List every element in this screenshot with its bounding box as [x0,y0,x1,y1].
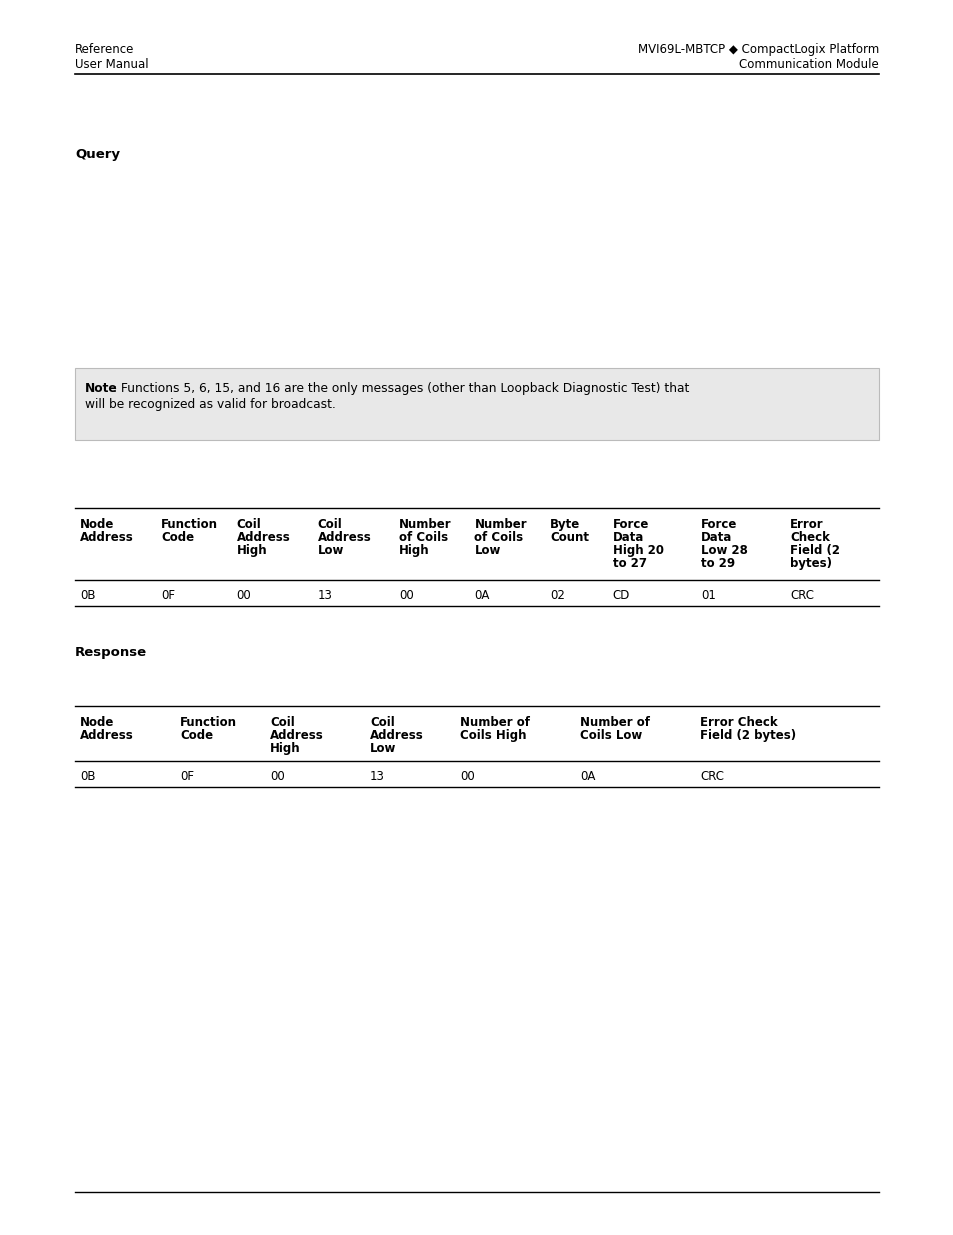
Text: to 29: to 29 [700,557,735,571]
Text: Address: Address [270,729,323,742]
Text: Data: Data [700,531,732,543]
Text: 00: 00 [459,769,475,783]
Text: Coil: Coil [317,517,342,531]
Text: Low: Low [474,543,500,557]
Text: 0F: 0F [180,769,193,783]
Text: Number: Number [474,517,526,531]
Text: CD: CD [612,589,630,601]
Text: High 20: High 20 [612,543,663,557]
Text: Address: Address [80,729,133,742]
Text: Field (2: Field (2 [789,543,839,557]
Text: Coil: Coil [270,716,294,729]
Text: 00: 00 [236,589,252,601]
Text: Node: Node [80,716,114,729]
Text: Response: Response [75,646,147,659]
Text: MVI69L-MBTCP ◆ CompactLogix Platform: MVI69L-MBTCP ◆ CompactLogix Platform [638,43,878,56]
FancyBboxPatch shape [75,368,878,440]
Text: High: High [270,742,300,755]
Text: will be recognized as valid for broadcast.: will be recognized as valid for broadcas… [85,398,335,411]
Text: Data: Data [612,531,643,543]
Text: Force: Force [700,517,737,531]
Text: Check: Check [789,531,829,543]
Text: 0F: 0F [161,589,174,601]
Text: Force: Force [612,517,648,531]
Text: 00: 00 [398,589,413,601]
Text: Byte: Byte [550,517,579,531]
Text: 0B: 0B [80,589,95,601]
Text: Number of: Number of [459,716,530,729]
Text: 0B: 0B [80,769,95,783]
Text: 0A: 0A [474,589,489,601]
Text: CRC: CRC [700,769,723,783]
Text: High: High [236,543,267,557]
Text: Error: Error [789,517,822,531]
Text: : Functions 5, 6, 15, and 16 are the only messages (other than Loopback Diagnost: : Functions 5, 6, 15, and 16 are the onl… [112,382,689,395]
Text: 0A: 0A [579,769,595,783]
Text: Low 28: Low 28 [700,543,747,557]
Text: Coils Low: Coils Low [579,729,641,742]
Text: Address: Address [370,729,423,742]
Text: 13: 13 [317,589,333,601]
Text: 13: 13 [370,769,384,783]
Text: 02: 02 [550,589,564,601]
Text: Coils High: Coils High [459,729,526,742]
Text: Communication Module: Communication Module [739,58,878,70]
Text: Note: Note [85,382,117,395]
Text: Error Check: Error Check [700,716,777,729]
Text: Address: Address [317,531,371,543]
Text: Coil: Coil [236,517,261,531]
Text: Number of: Number of [579,716,649,729]
Text: of Coils: of Coils [398,531,448,543]
Text: Number: Number [398,517,451,531]
Text: Low: Low [370,742,395,755]
Text: to 27: to 27 [612,557,646,571]
Text: High: High [398,543,429,557]
Text: bytes): bytes) [789,557,831,571]
Text: 01: 01 [700,589,716,601]
Text: of Coils: of Coils [474,531,523,543]
Text: Address: Address [80,531,133,543]
Text: CRC: CRC [789,589,813,601]
Text: User Manual: User Manual [75,58,149,70]
Text: Count: Count [550,531,588,543]
Text: Code: Code [161,531,194,543]
Text: Function: Function [161,517,218,531]
Text: Reference: Reference [75,43,134,56]
Text: Function: Function [180,716,236,729]
Text: Coil: Coil [370,716,395,729]
Text: Field (2 bytes): Field (2 bytes) [700,729,796,742]
Text: 00: 00 [270,769,284,783]
Text: Query: Query [75,148,120,161]
Text: Node: Node [80,517,114,531]
Text: Address: Address [236,531,290,543]
Text: Low: Low [317,543,344,557]
Text: Code: Code [180,729,213,742]
